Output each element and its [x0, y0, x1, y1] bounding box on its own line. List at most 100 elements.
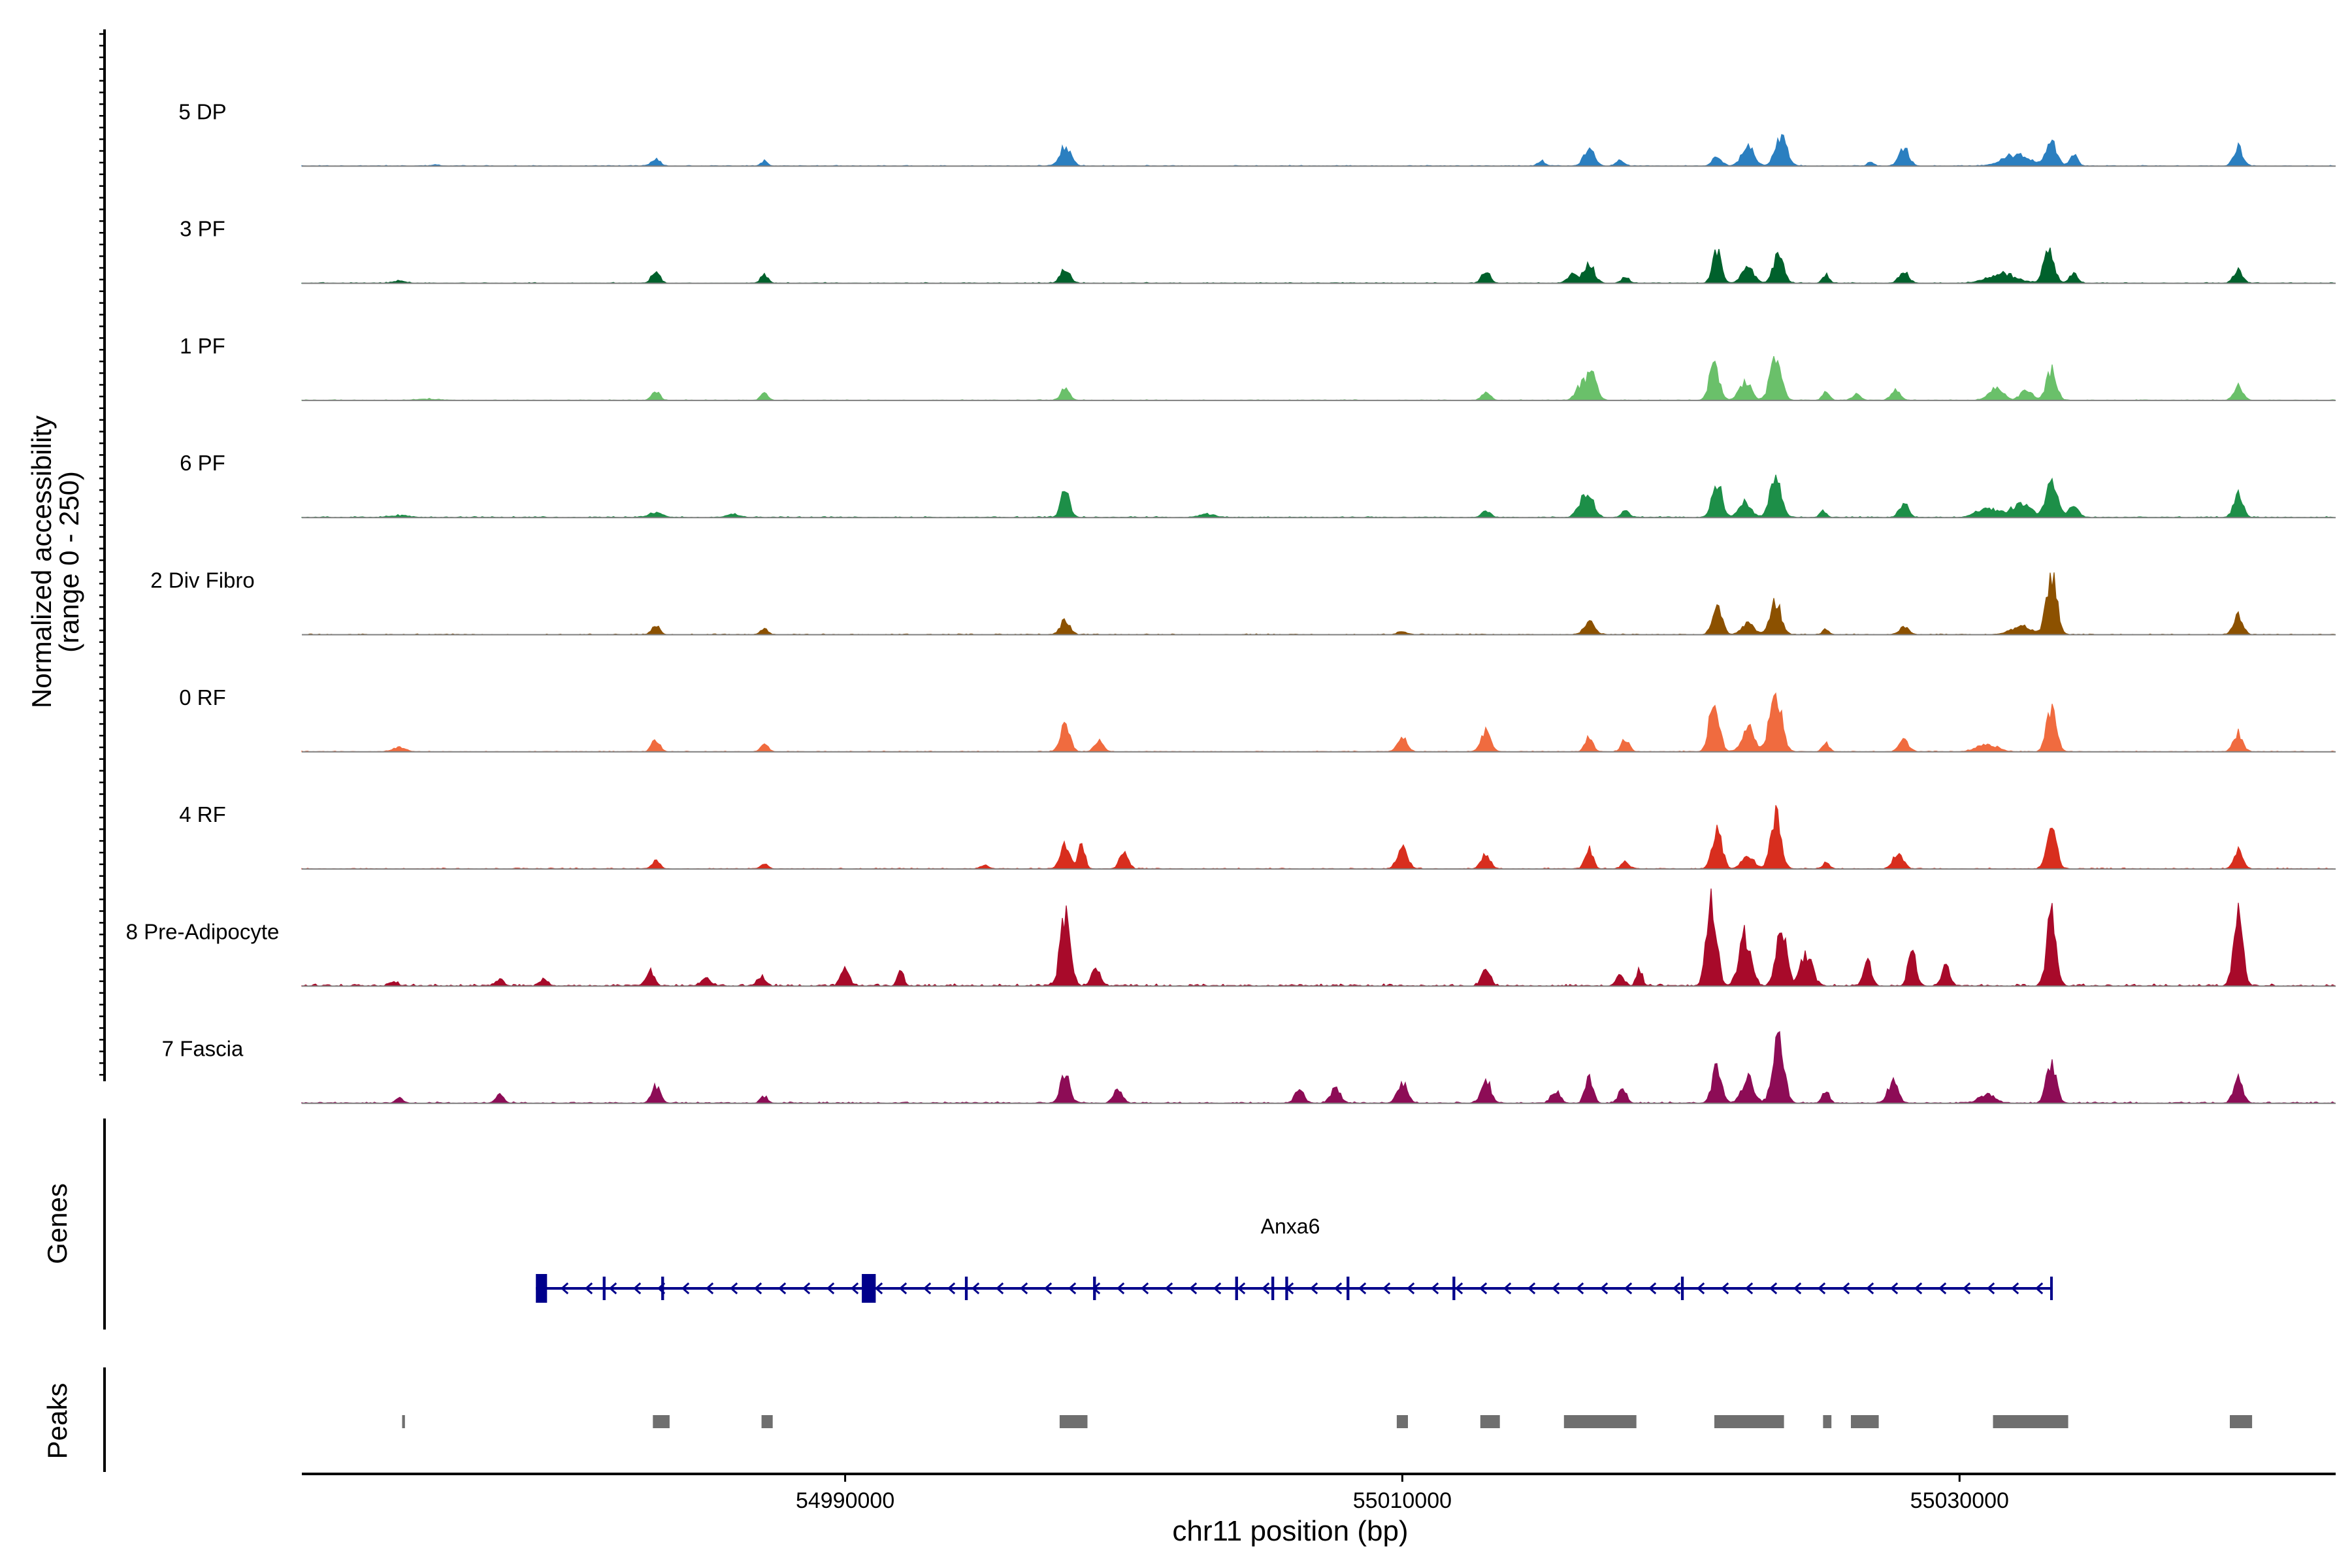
strand-arrow: [1551, 1282, 1560, 1295]
strand-arrow: [608, 1282, 617, 1295]
strand-arrow: [1672, 1282, 1681, 1295]
track-label: 4 RF: [179, 802, 226, 826]
strand-arrow: [1720, 1282, 1729, 1295]
strand-arrow: [1116, 1282, 1125, 1295]
gene-exon: [661, 1277, 664, 1300]
strand-arrow: [1140, 1282, 1149, 1295]
track-6-pf: 6 PF: [180, 451, 2336, 519]
y-axis-coverage: Normalized accessibility (range 0 - 250): [26, 29, 106, 1081]
strand-arrow: [1188, 1282, 1198, 1295]
strand-arrow: [1164, 1282, 1173, 1295]
strand-arrow: [1914, 1282, 1923, 1295]
strand-arrow: [1261, 1282, 1270, 1295]
strand-arrow: [1213, 1282, 1222, 1295]
peak-region: [1993, 1415, 2068, 1428]
strand-arrow: [2010, 1282, 2019, 1295]
gene-exon: [1680, 1277, 1684, 1300]
strand-arrow: [1696, 1282, 1705, 1295]
y-axis-ticks: [99, 33, 105, 1076]
peak-region: [2230, 1415, 2253, 1428]
gene-exon: [1347, 1277, 1350, 1300]
strand-arrow: [632, 1282, 642, 1295]
coverage-area: [301, 692, 2336, 753]
peak-region: [402, 1415, 405, 1428]
peaks-track-label: Peaks: [42, 1383, 73, 1460]
track-3-pf: 3 PF: [180, 217, 2336, 284]
peak-region: [1563, 1415, 1637, 1428]
x-axis-ticks: 54990000 55010000 55030000: [796, 1474, 2009, 1513]
strand-arrow: [1333, 1282, 1343, 1295]
track-label: 7 Fascia: [162, 1037, 244, 1061]
strand-arrow: [923, 1282, 932, 1295]
track-label: 1 PF: [180, 334, 225, 358]
strand-arrow: [1624, 1282, 1633, 1295]
coverage-area: [301, 805, 2336, 870]
strand-arrow: [1865, 1282, 1874, 1295]
coverage-area: [301, 474, 2336, 518]
strand-arrow: [850, 1282, 859, 1295]
strand-arrow: [1503, 1282, 1512, 1295]
strand-arrow: [874, 1282, 883, 1295]
peak-regions: [402, 1415, 2253, 1428]
peak-region: [1480, 1415, 1500, 1428]
track-label: 5 DP: [178, 99, 226, 123]
strand-arrow: [1430, 1282, 1439, 1295]
strand-arrow: [1817, 1282, 1826, 1295]
gene-exon: [862, 1274, 876, 1303]
track-label: 2 Div Fibro: [150, 568, 255, 593]
track-5-dp: 5 DP: [178, 99, 2336, 167]
strand-arrow: [1309, 1282, 1318, 1295]
peak-region: [653, 1415, 670, 1428]
strand-arrow: [971, 1282, 980, 1295]
peaks-track: Peaks: [42, 1367, 2253, 1472]
strand-arrow: [802, 1282, 811, 1295]
coverage-area: [301, 1031, 2336, 1104]
genes-track: Genes Anxa6: [42, 1119, 2053, 1330]
strand-arrow: [584, 1282, 593, 1295]
y-axis-label: Normalized accessibility: [26, 416, 57, 708]
track-label: 0 RF: [179, 685, 226, 710]
strand-arrow: [560, 1282, 569, 1295]
strand-arrow: [681, 1282, 690, 1295]
coverage-area: [301, 572, 2336, 636]
strand-arrow: [1043, 1282, 1053, 1295]
strand-arrow: [1744, 1282, 1754, 1295]
strand-arrow: [826, 1282, 835, 1295]
track-1-pf: 1 PF: [180, 334, 2336, 401]
track-2-div-fibro: 2 Div Fibro: [150, 568, 2336, 636]
strand-arrow: [1889, 1282, 1899, 1295]
gene-exon: [1285, 1277, 1288, 1300]
strand-arrow: [1478, 1282, 1488, 1295]
gene-exon: [1235, 1277, 1238, 1300]
strand-arrow: [753, 1282, 762, 1295]
strand-arrow: [1406, 1282, 1415, 1295]
x-tick-label: 54990000: [796, 1488, 894, 1513]
track-0-rf: 0 RF: [179, 685, 2336, 753]
x-tick-label: 55030000: [1910, 1488, 2009, 1513]
x-tick-label: 55010000: [1353, 1488, 1452, 1513]
x-axis-label: chr11 position (bp): [1172, 1515, 1408, 1547]
strand-arrow: [1962, 1282, 1971, 1295]
strand-arrow: [777, 1282, 787, 1295]
track-label: 6 PF: [180, 451, 225, 475]
strand-arrow: [1019, 1282, 1028, 1295]
gene-exon: [1271, 1277, 1275, 1300]
strand-arrow: [1769, 1282, 1778, 1295]
peak-region: [1823, 1415, 1832, 1428]
gene-exon: [602, 1277, 606, 1300]
strand-arrow: [1237, 1282, 1246, 1295]
strand-arrow: [1358, 1282, 1367, 1295]
coverage-area: [301, 247, 2336, 284]
strand-arrow: [1793, 1282, 1802, 1295]
strand-arrow: [1575, 1282, 1584, 1295]
strand-arrow: [1841, 1282, 1850, 1295]
peak-region: [1059, 1415, 1088, 1428]
track-label: 3 PF: [180, 217, 225, 241]
gene-model: [536, 1274, 2053, 1303]
strand-arrow: [729, 1282, 738, 1295]
strand-arrow: [1454, 1282, 1463, 1295]
coverage-tracks: 5 DP 3 PF 1 PF 6 PF 2 Div Fibro 0 RF 4 RF 8 Pre…: [126, 99, 2336, 1104]
strand-arrow: [1599, 1282, 1609, 1295]
gene-exon: [1452, 1277, 1456, 1300]
peak-region: [1851, 1415, 1879, 1428]
